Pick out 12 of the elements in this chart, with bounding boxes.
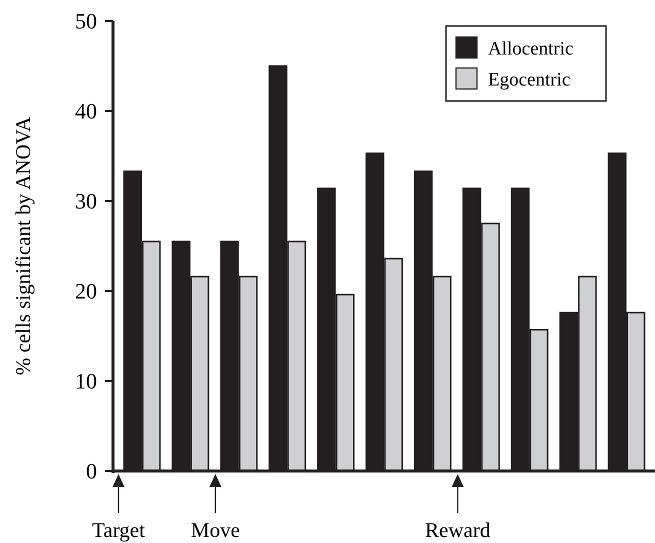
text: Target bbox=[92, 518, 146, 542]
text: Reward bbox=[425, 518, 491, 542]
y-tick-label: 0 bbox=[86, 458, 97, 484]
legend-label: Allocentric bbox=[488, 38, 574, 60]
text: Move bbox=[190, 518, 240, 542]
y-tick-label: 40 bbox=[75, 98, 97, 124]
y-tick-label: 20 bbox=[75, 278, 97, 304]
y-tick-label: 50 bbox=[75, 8, 97, 34]
y-axis-title: % cells significant by ANOVA bbox=[11, 116, 35, 376]
y-tick-label: 10 bbox=[75, 368, 97, 394]
legend-label: Egocentric bbox=[488, 70, 570, 91]
y-tick-label: 30 bbox=[75, 188, 97, 214]
